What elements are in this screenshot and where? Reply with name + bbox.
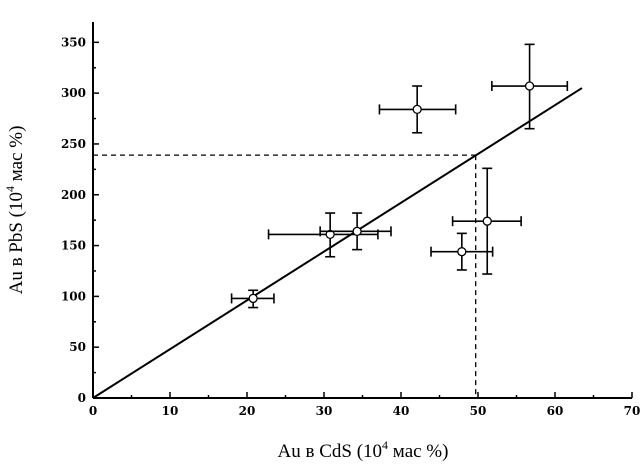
x-tick-label: 50 <box>470 404 487 418</box>
data-point-group <box>491 43 569 130</box>
x-tick-label: 0 <box>89 404 97 418</box>
data-points <box>230 43 569 309</box>
data-point <box>457 247 467 257</box>
y-tick-label: 200 <box>61 188 86 202</box>
y-tick-label: 0 <box>78 391 86 405</box>
y-axis-label: Au в PbS (104 мас %) <box>3 126 27 295</box>
y-tick-label: 50 <box>69 340 86 354</box>
y-tick-label: 150 <box>61 239 86 253</box>
y-tick-label: 100 <box>61 289 86 303</box>
x-tick-label: 30 <box>316 404 333 418</box>
y-axis-label-pre: Au в PbS (10 <box>6 192 27 294</box>
axes <box>92 22 632 399</box>
data-point <box>412 104 422 115</box>
x-tick-label: 70 <box>624 404 641 418</box>
fit-line-group <box>92 87 583 399</box>
data-point-group <box>378 85 457 134</box>
data-point-group <box>451 167 522 275</box>
y-axis-label-post: мас %) <box>6 126 27 186</box>
y-tick-label: 250 <box>61 137 86 151</box>
y-axis-label-sup: 4 <box>3 186 17 192</box>
x-axis-label-sup: 4 <box>382 438 388 452</box>
y-tick-label: 350 <box>61 35 86 49</box>
data-point-group <box>430 232 494 271</box>
x-tick-label: 40 <box>393 404 410 418</box>
x-axis-label: Au в CdS (104 мас %) <box>278 438 449 462</box>
data-point <box>248 293 258 304</box>
x-axis-label-pre: Au в CdS (10 <box>278 441 383 462</box>
data-point <box>524 81 535 91</box>
x-axis-label-post: мас %) <box>388 441 448 462</box>
x-tick-label: 20 <box>239 404 256 418</box>
data-point-group <box>319 212 392 251</box>
fit-line <box>92 87 583 399</box>
data-point <box>482 216 492 226</box>
data-point <box>352 226 362 236</box>
ticks: 0 10 20 30 40 50 60 70 0 50 100 150 200 250 300 350 <box>61 35 640 418</box>
data-point <box>325 229 335 240</box>
x-tick-label: 10 <box>162 404 179 418</box>
guide-lines <box>93 154 477 398</box>
x-tick-label: 60 <box>547 404 564 418</box>
y-tick-label: 300 <box>61 86 86 100</box>
data-point-group <box>230 289 275 309</box>
